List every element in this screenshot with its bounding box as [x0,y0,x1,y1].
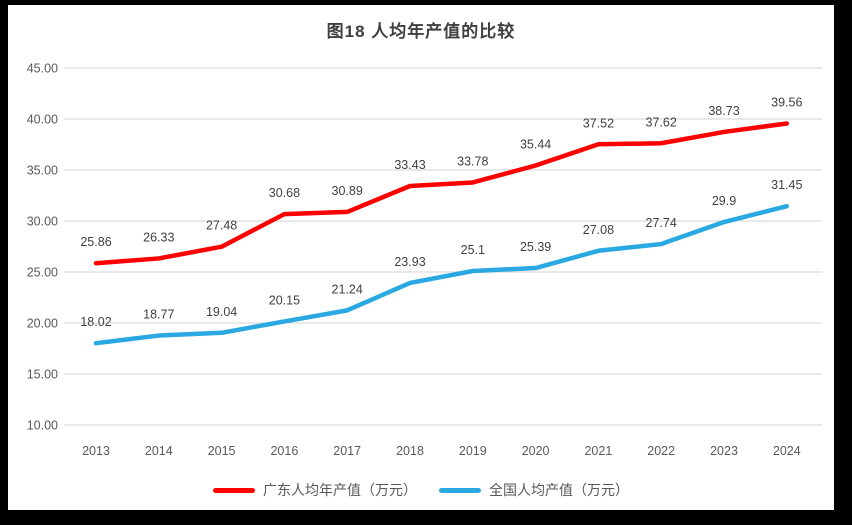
data-label: 33.78 [457,154,488,168]
line-chart-plot-area: 10.00 15.00 20.00 25.00 30.00 35.00 40.00 45.00… [27,62,822,458]
x-tick-label: 2013 [82,444,110,458]
data-label: 27.48 [206,219,237,233]
x-tick-label: 2015 [208,444,236,458]
legend-line-swatch-blue-icon [439,487,481,493]
data-label: 20.15 [269,293,300,307]
series-line [93,203,790,346]
chart-legend: 广东人均年产值（万元） 全国人均产值（万元） [8,480,834,500]
chart-container: 图18 人均年产值的比较 10.00 15.00 20.00 25.00 30.00 35… [8,5,834,510]
data-label: 37.52 [583,116,614,130]
data-label: 25.39 [520,240,551,254]
x-tick-label: 2020 [522,444,550,458]
y-tick-label: 30.00 [27,215,58,229]
y-tick-label: 10.00 [27,419,58,433]
data-label: 35.44 [520,138,551,152]
data-label: 29.9 [712,194,736,208]
legend-label-national: 全国人均产值（万元） [489,482,629,498]
x-tick-label: 2014 [145,444,173,458]
x-tick-label: 2021 [584,444,612,458]
data-label: 23.93 [394,255,425,269]
x-tick-label: 2022 [647,444,675,458]
data-label: 18.02 [80,315,111,329]
data-label: 38.73 [708,104,739,118]
legend-line-swatch-red-icon [213,487,255,493]
x-tick-label: 2019 [459,444,487,458]
series-line [93,121,790,266]
y-tick-label: 45.00 [27,62,58,76]
x-tick-label: 2024 [773,444,801,458]
data-label: 27.08 [583,223,614,237]
data-label: 19.04 [206,305,237,319]
y-tick-label: 35.00 [27,164,58,178]
data-label: 37.62 [646,115,677,129]
data-label: 21.24 [332,282,363,296]
y-tick-label: 20.00 [27,317,58,331]
y-tick-label: 25.00 [27,266,58,280]
y-tick-label: 15.00 [27,368,58,382]
x-tick-label: 2023 [710,444,738,458]
data-label: 30.68 [269,186,300,200]
data-label: 39.56 [771,95,802,109]
data-label: 30.89 [332,184,363,198]
x-tick-label: 2017 [333,444,361,458]
chart-title: 图18 人均年产值的比较 [326,22,516,41]
x-tick-label: 2016 [270,444,298,458]
legend-item-national: 全国人均产值（万元） [439,480,629,500]
data-label: 27.74 [646,216,677,230]
data-label: 25.1 [461,243,485,257]
data-label: 31.45 [771,178,802,192]
data-label: 25.86 [80,235,111,249]
data-label: 26.33 [143,230,174,244]
x-tick-label: 2018 [396,444,424,458]
data-label: 18.77 [143,308,174,322]
legend-label-guangdong: 广东人均年产值（万元） [263,482,417,498]
y-tick-label: 40.00 [27,113,58,127]
data-label: 33.43 [394,158,425,172]
legend-item-guangdong: 广东人均年产值（万元） [213,480,417,500]
